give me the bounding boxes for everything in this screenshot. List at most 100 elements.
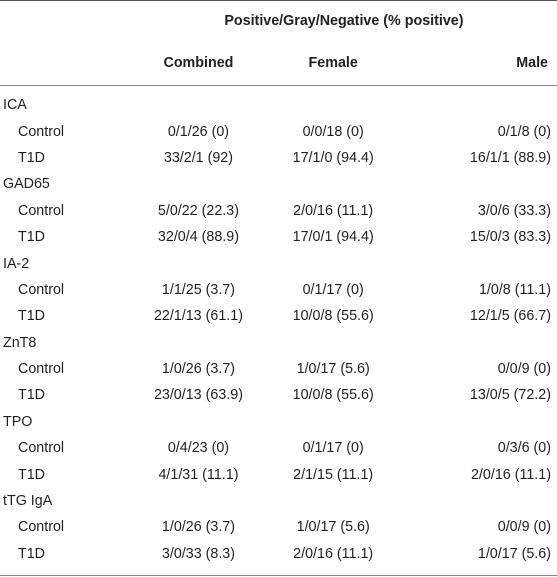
cell-empty [266,250,400,276]
cell-empty [266,171,400,197]
row-label: Control [18,123,65,140]
cell-combined: 32/0/4 (88.9) [157,229,239,246]
cell-empty [266,488,400,514]
row-label: T1D [18,466,46,483]
group-row-ia2: IA-2 [0,250,557,276]
header-group-title: Positive/Gray/Negative (% positive) [224,13,464,29]
cell-male: 15/0/3 (83.3) [469,229,551,246]
cell-empty [131,488,266,514]
group-label: GAD65 [3,176,50,193]
row-label: Control [18,281,65,298]
group-label: TPO [3,413,33,430]
cell-empty [266,330,400,356]
cell-empty [400,250,557,276]
cell-female: 2/1/15 (11.1) [293,466,374,483]
cell-female: 2/0/16 (11.1) [293,202,374,219]
row-label: T1D [18,229,46,246]
cell-combined: 0/4/23 (0) [167,440,230,457]
cell-combined: 0/1/26 (0) [167,123,230,140]
group-row-znt8: ZnT8 [0,330,557,356]
table-row: Control 1/1/25 (3.7) 0/1/17 (0) 1/0/8 (1… [0,277,557,303]
cell-empty [400,409,557,435]
table-row: T1D 4/1/31 (11.1) 2/1/15 (11.1) 2/0/16 (… [0,461,557,487]
cell-empty [400,171,557,197]
table-header: Positive/Gray/Negative (% positive) Comb… [0,0,557,86]
cell-male: 0/1/8 (0) [497,123,551,140]
column-header-female: Female [266,41,401,86]
bottom-rule [400,567,557,577]
header-group-cell: Positive/Gray/Negative (% positive) [130,0,557,41]
row-label: T1D [18,387,46,404]
table-row: T1D 3/0/33 (8.3) 2/0/16 (11.1) 1/0/17 (5… [0,541,557,567]
cell-male: 13/0/5 (72.2) [469,387,551,404]
cell-female: 2/0/16 (11.1) [293,545,374,562]
cell-male: 3/0/6 (33.3) [477,202,551,219]
header-label-cell [0,41,131,86]
table-row: Control 5/0/22 (22.3) 2/0/16 (11.1) 3/0/… [0,198,557,224]
header-corner [0,0,131,41]
cell-male: 16/1/1 (88.9) [469,149,551,166]
cell-empty [400,488,557,514]
table-row: Control 0/4/23 (0) 0/1/17 (0) 0/3/6 (0) [0,435,557,461]
header-group-row: Positive/Gray/Negative (% positive) [0,0,557,41]
group-label: ICA [3,97,27,114]
group-row-gad65: GAD65 [0,171,557,197]
table-row: T1D 33/2/1 (92) 17/1/0 (94.4) 16/1/1 (88… [0,145,557,171]
row-label: Control [18,361,65,378]
bottom-rule [130,567,267,577]
cell-male: 12/1/5 (66.7) [469,308,551,325]
header-column-row: Combined Female Male [0,41,557,86]
cell-empty [131,409,266,435]
cell-male: 1/0/17 (5.6) [477,545,551,562]
cell-female: 17/0/1 (94.4) [292,229,374,246]
cell-female: 0/0/18 (0) [302,123,364,140]
column-header-male: Male [400,41,557,86]
cell-male: 2/0/16 (11.1) [470,466,551,483]
cell-empty [131,330,266,356]
table-row: Control 1/0/26 (3.7) 1/0/17 (5.6) 0/0/9 … [0,356,557,382]
cell-combined: 22/1/13 (61.1) [153,308,243,325]
cell-combined: 3/0/33 (8.3) [161,545,236,562]
cell-empty [266,86,400,119]
bottom-rule-row [0,567,557,577]
group-row-tpo: TPO [0,409,557,435]
table-row: Control 1/0/26 (3.7) 1/0/17 (5.6) 0/0/9 … [0,514,557,540]
cell-empty [131,171,266,197]
cell-male: 1/0/8 (11.1) [478,281,551,298]
cell-male: 0/0/9 (0) [497,361,551,378]
group-row-ica: ICA [0,86,557,119]
cell-female: 17/1/0 (94.4) [292,149,374,166]
group-label: ZnT8 [3,334,37,351]
cell-combined: 1/0/26 (3.7) [161,519,236,536]
column-header-combined: Combined [130,41,267,86]
cell-female: 0/1/17 (0) [302,440,364,457]
cell-female: 0/1/17 (0) [302,281,364,298]
cell-empty [266,409,400,435]
cell-combined: 1/0/26 (3.7) [161,361,236,378]
table-row: Control 0/1/26 (0) 0/0/18 (0) 0/1/8 (0) [0,118,557,144]
cell-combined: 1/1/25 (3.7) [161,281,236,298]
table-row: T1D 32/0/4 (88.9) 17/0/1 (94.4) 15/0/3 (… [0,224,557,250]
cell-empty [131,86,266,119]
cell-female: 10/0/8 (55.6) [292,308,374,325]
group-row-ttg-iga: tTG IgA [0,488,557,514]
cell-empty [400,86,557,119]
cell-male: 0/0/9 (0) [497,519,551,536]
group-label: tTG IgA [3,493,53,510]
bottom-rule [266,567,401,577]
cell-male: 0/3/6 (0) [497,440,551,457]
cell-female: 10/0/8 (55.6) [292,387,374,404]
cell-female: 1/0/17 (5.6) [296,519,370,536]
table-row: T1D 23/0/13 (63.9) 10/0/8 (55.6) 13/0/5 … [0,382,557,408]
cell-combined: 33/2/1 (92) [163,149,234,166]
table-body: ICA Control 0/1/26 (0) 0/0/18 (0) 0/1/8 … [0,86,557,577]
group-label: IA-2 [3,255,30,272]
bottom-rule [0,567,131,577]
cell-empty [131,250,266,276]
cell-combined: 4/1/31 (11.1) [158,466,239,483]
row-label: T1D [18,149,46,166]
row-label: T1D [18,308,46,325]
cell-empty [400,330,557,356]
